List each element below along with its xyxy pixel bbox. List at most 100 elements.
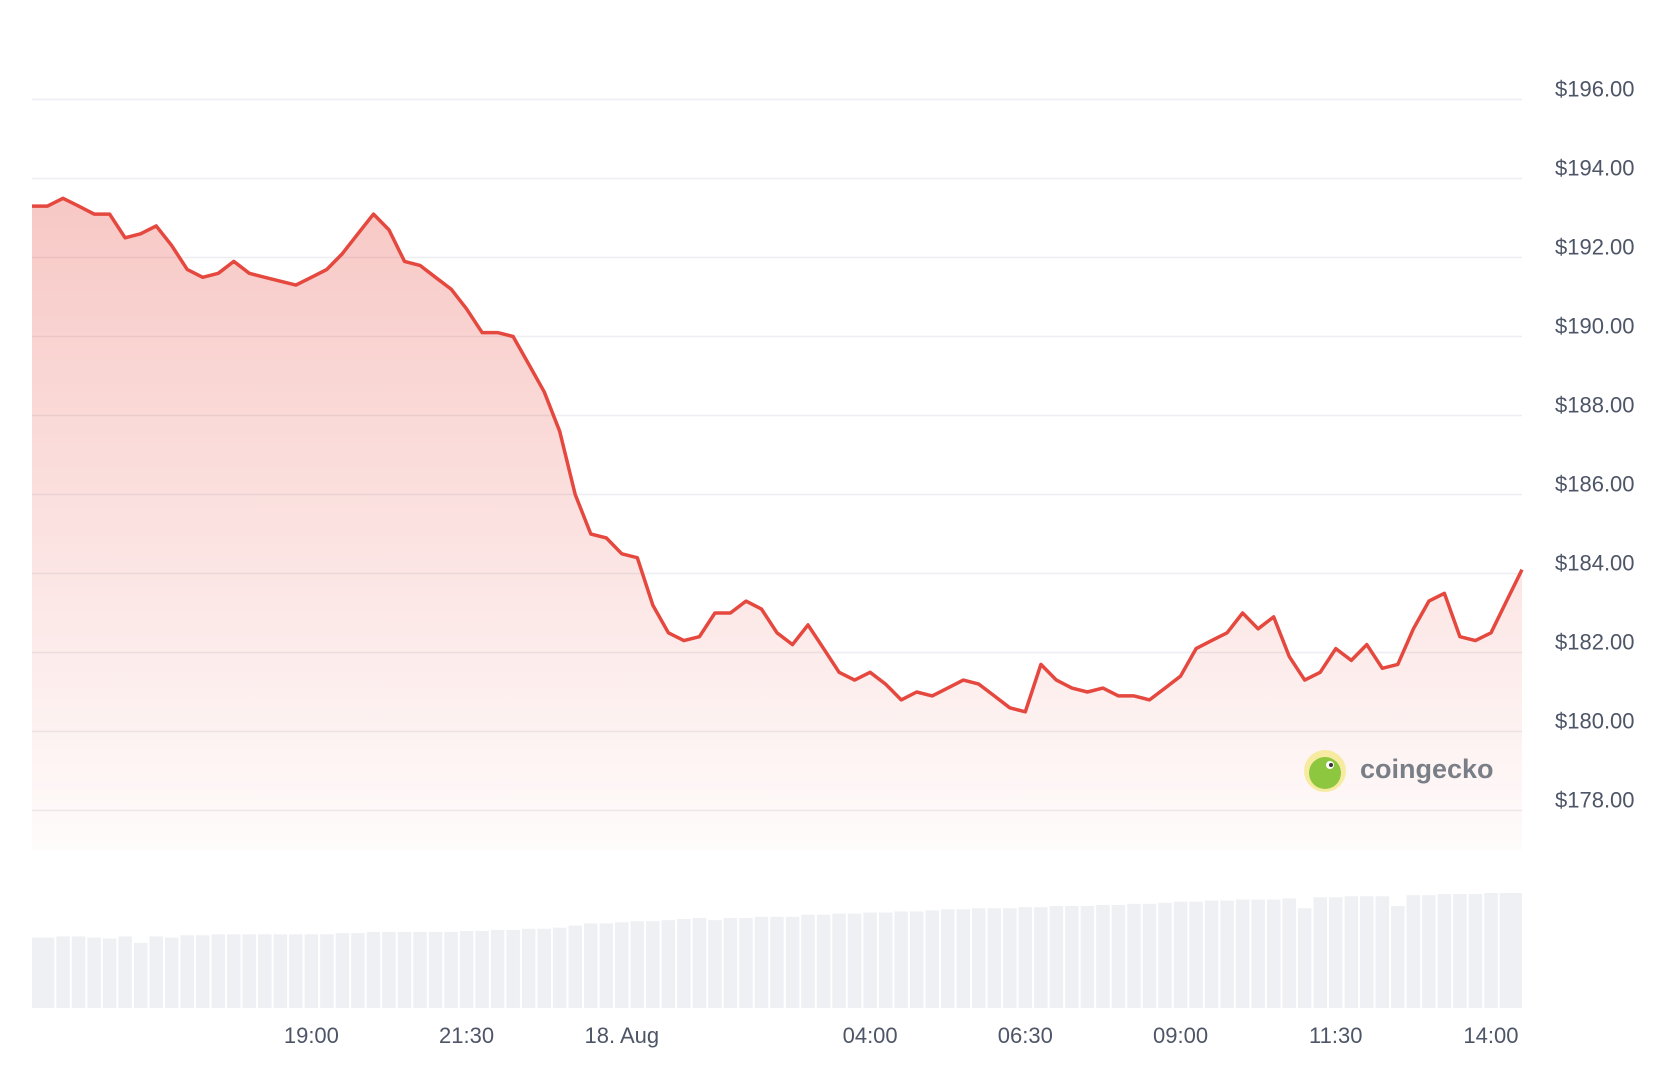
- x-tick-label: 06:30: [998, 1023, 1053, 1048]
- x-tick-label: 21:30: [439, 1023, 494, 1048]
- volume-bar: [1204, 900, 1219, 1008]
- volume-bar: [1437, 894, 1452, 1008]
- volume-bar: [1328, 897, 1343, 1008]
- volume-bar: [1360, 896, 1374, 1008]
- volume-bar: [583, 923, 598, 1008]
- y-tick-label: $190.00: [1555, 313, 1635, 338]
- y-tick-label: $188.00: [1555, 392, 1635, 417]
- volume-bar: [1065, 906, 1079, 1008]
- volume-bar: [118, 936, 132, 1008]
- volume-bar: [444, 932, 458, 1008]
- volume-bar: [801, 914, 815, 1008]
- volume-bar: [1508, 893, 1522, 1008]
- volume-bar: [677, 919, 691, 1008]
- volume-bar: [459, 930, 474, 1008]
- volume-bar: [1142, 903, 1157, 1008]
- volume-bar: [87, 937, 101, 1008]
- volume-bar: [1096, 904, 1110, 1008]
- volume-bar: [1235, 899, 1250, 1008]
- volume-bar: [940, 909, 955, 1008]
- volume-bar: [1453, 894, 1467, 1008]
- volume-bar: [102, 938, 117, 1008]
- volume-bar: [320, 934, 334, 1008]
- volume-bar: [1282, 898, 1296, 1008]
- volume-bar: [847, 913, 862, 1008]
- x-tick-label: 09:00: [1153, 1023, 1208, 1048]
- volume-bar: [615, 922, 629, 1008]
- watermark-logo: [1304, 750, 1346, 792]
- volume-bar: [1034, 907, 1048, 1008]
- volume-bar: [1220, 900, 1234, 1008]
- y-tick-label: $192.00: [1555, 234, 1635, 259]
- volume-bar: [661, 920, 676, 1008]
- volume-bar: [754, 916, 769, 1008]
- volume-bar: [878, 912, 893, 1008]
- volume-bar: [770, 916, 784, 1008]
- volume-bar: [909, 911, 924, 1008]
- volume-bar: [1313, 897, 1327, 1008]
- volume-bar: [739, 917, 753, 1008]
- volume-bar: [475, 930, 489, 1008]
- y-tick-label: $184.00: [1555, 550, 1635, 575]
- volume-bar: [863, 912, 877, 1008]
- volume-bar: [1158, 902, 1172, 1008]
- volume-bar: [289, 934, 303, 1008]
- price-line: [32, 196, 1524, 714]
- volume-bar: [506, 929, 520, 1008]
- volume-bar: [1189, 901, 1203, 1008]
- volume-bar: [1344, 896, 1359, 1008]
- volume-bar: [692, 917, 707, 1008]
- volume-bar: [1049, 906, 1064, 1008]
- volume-bar: [351, 933, 365, 1008]
- volume-bar: [708, 920, 722, 1008]
- volume-bar: [71, 936, 86, 1008]
- x-tick-label: 19:00: [284, 1023, 339, 1048]
- volume-bar: [1127, 903, 1141, 1008]
- volume-bar: [956, 909, 971, 1008]
- volume-bar: [1468, 894, 1483, 1008]
- volume-bar: [1080, 906, 1095, 1008]
- volume-bar: [1251, 899, 1265, 1008]
- volume-bar: [552, 927, 567, 1008]
- volume-bar: [1018, 907, 1033, 1008]
- y-tick-label: $180.00: [1555, 708, 1635, 733]
- watermark: coingecko: [1360, 754, 1494, 784]
- volume-bar: [335, 933, 350, 1008]
- volume-bar: [630, 921, 645, 1008]
- volume-bar: [785, 916, 800, 1008]
- volume-bar: [428, 932, 443, 1008]
- volume-bar: [646, 921, 660, 1008]
- volume-bar: [56, 936, 70, 1008]
- x-tick-label: 11:30: [1309, 1023, 1362, 1048]
- volume-bar: [397, 932, 412, 1008]
- volume-bar: [1406, 895, 1421, 1008]
- volume-bar: [1422, 895, 1436, 1008]
- x-tick-label: 04:00: [843, 1023, 898, 1048]
- volume-bar: [366, 932, 381, 1008]
- volume-bar: [304, 934, 319, 1008]
- volume-bar: [832, 913, 846, 1008]
- volume-bar: [1297, 908, 1312, 1008]
- volume-bar: [133, 942, 148, 1008]
- volume-bar: [242, 934, 257, 1008]
- volume-bar: [987, 908, 1002, 1008]
- volume-bar: [164, 937, 179, 1008]
- volume-bar: [180, 935, 194, 1008]
- volume-bar: [382, 932, 396, 1008]
- volume-bar: [1375, 896, 1390, 1008]
- volume-bar: [816, 914, 831, 1008]
- volume-bar: [211, 934, 226, 1008]
- volume-bar: [227, 934, 241, 1008]
- volume-bar: [568, 925, 582, 1008]
- volume-bar: [537, 928, 551, 1008]
- volume-bar: [149, 936, 163, 1008]
- volume-bar: [195, 935, 210, 1008]
- volume-bar: [273, 934, 288, 1008]
- volume-bar: [1003, 908, 1017, 1008]
- volume-bar: [40, 937, 55, 1008]
- y-tick-label: $182.00: [1555, 629, 1635, 654]
- volume-bar: [1111, 904, 1126, 1008]
- volume-bar: [521, 928, 536, 1008]
- volume-bar: [925, 910, 939, 1008]
